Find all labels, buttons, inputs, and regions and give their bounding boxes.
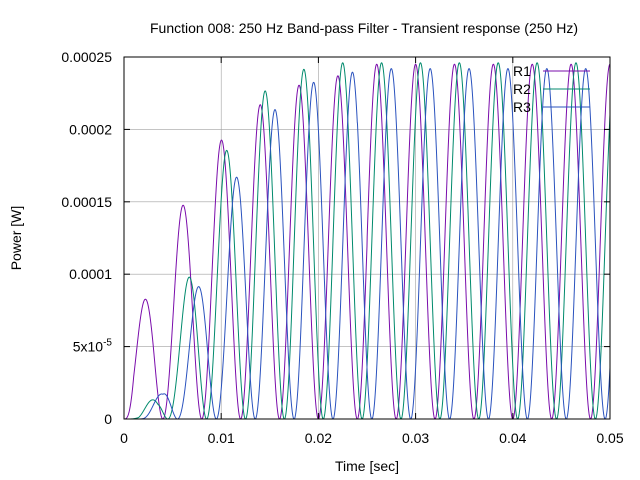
- y-tick-label-text: 5x10: [73, 339, 104, 355]
- chart-title: Function 008: 250 Hz Band-pass Filter - …: [150, 20, 578, 36]
- x-tick-label: 0.01: [208, 430, 235, 446]
- x-axis-label: Time [sec]: [335, 458, 399, 474]
- x-tick-label: 0.05: [596, 430, 623, 446]
- y-tick-label-text: 0.0002: [69, 121, 112, 137]
- legend: R1 R2 R3: [513, 63, 590, 115]
- y-tick-label-text: 0.00015: [61, 194, 112, 210]
- y-axis-label: Power [W]: [8, 206, 24, 271]
- series-layer: [123, 62, 611, 420]
- x-tick-label: 0: [120, 430, 128, 446]
- y-tick-label: 0.0002: [69, 121, 112, 137]
- legend-label: R3: [513, 99, 531, 115]
- y-tick-label: 5x10-5: [73, 338, 113, 355]
- legend-label: R1: [513, 63, 531, 79]
- y-tick-label-exponent: -5: [103, 338, 112, 349]
- y-tick-label-text: 0.0001: [69, 266, 112, 282]
- ticks: 0 0.01 0.02 0.03 0.04 0.05 0 5x10-5 0.0001 0.0001…: [61, 49, 623, 446]
- x-tick-label: 0.02: [305, 430, 332, 446]
- y-tick-label-text: 0: [104, 411, 112, 427]
- x-tick-label: 0.04: [499, 430, 526, 446]
- legend-label: R2: [513, 81, 531, 97]
- series-line-r3: [123, 68, 611, 420]
- y-tick-label: 0.00015: [61, 194, 112, 210]
- series-line-r1: [123, 63, 611, 420]
- y-tick-label: 0.00025: [61, 49, 112, 65]
- y-tick-label-text: 0.00025: [61, 49, 112, 65]
- x-tick-label: 0.03: [402, 430, 429, 446]
- y-tick-label: 0: [104, 411, 112, 427]
- plot-border: [123, 56, 611, 420]
- y-tick-label: 0.0001: [69, 266, 112, 282]
